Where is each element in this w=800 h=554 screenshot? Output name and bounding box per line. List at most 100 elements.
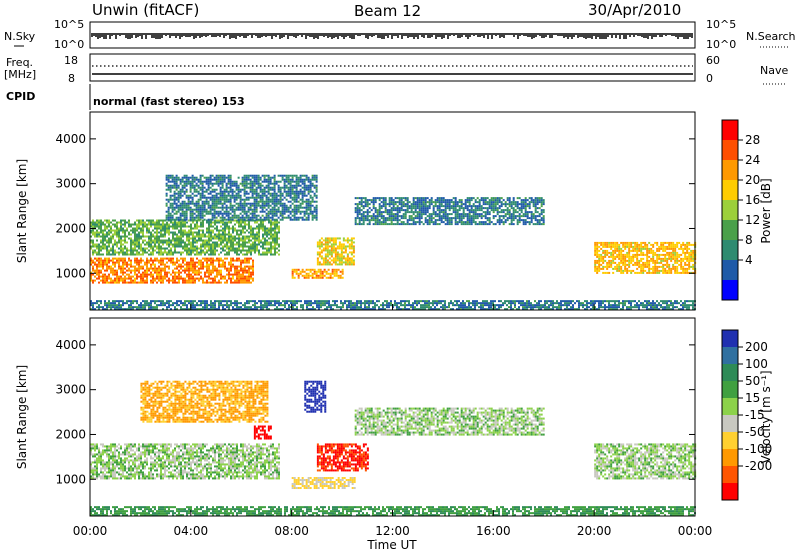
heatmap-cell — [504, 219, 507, 222]
heatmap-cell — [446, 221, 449, 224]
heatmap-cell — [238, 225, 240, 228]
heatmap-cell — [257, 186, 260, 189]
heatmap-cell — [434, 201, 437, 204]
heatmap-cell — [271, 218, 274, 221]
heatmap-cell — [504, 205, 507, 208]
heatmap-cell — [245, 174, 248, 177]
heatmap-cell — [348, 245, 351, 248]
heatmap-cell — [174, 225, 176, 228]
heatmap-cell — [102, 235, 104, 238]
heatmap-cell — [333, 272, 336, 275]
heatmap-cell — [140, 253, 142, 256]
heatmap-cell — [136, 241, 138, 244]
heatmap-cell — [277, 180, 280, 183]
heatmap-cell — [299, 192, 302, 195]
heatmap-cell — [180, 271, 182, 274]
heatmap-cell — [408, 207, 411, 210]
heatmap-cell — [324, 253, 327, 256]
heatmap-cell — [229, 174, 232, 177]
heatmap-cell — [169, 196, 172, 199]
heatmap-cell — [173, 192, 176, 195]
heatmap-cell — [460, 223, 463, 226]
heatmap-cell — [283, 196, 286, 199]
heatmap-cell — [211, 218, 214, 221]
heatmap-cell — [235, 184, 238, 187]
heatmap-cell — [442, 209, 445, 212]
heatmap-cell — [198, 261, 200, 264]
heatmap-cell — [230, 267, 232, 270]
heatmap-cell — [220, 259, 222, 262]
heatmap-cell — [508, 203, 511, 206]
heatmap-cell — [406, 219, 409, 222]
heatmap-cell — [255, 200, 258, 203]
heatmap-cell — [192, 245, 194, 248]
heatmap-cell — [227, 206, 230, 209]
heatmap-cell — [172, 223, 174, 226]
heatmap-cell — [226, 269, 228, 272]
heatmap-cell — [234, 239, 236, 242]
heatmap-cell — [245, 210, 248, 213]
heatmap-cell — [382, 215, 385, 218]
heatmap-cell — [124, 235, 126, 238]
heatmap-cell — [256, 243, 258, 246]
heatmap-cell — [428, 199, 431, 202]
heatmap-cell — [526, 221, 529, 224]
heatmap-cell — [283, 212, 286, 215]
heatmap-cell — [90, 263, 92, 266]
heatmap-cell — [106, 251, 108, 254]
heatmap-cell — [195, 214, 198, 217]
heatmap-cell — [462, 211, 465, 214]
heatmap-cell — [220, 273, 222, 276]
heatmap-cell — [174, 275, 176, 278]
heatmap-cell — [472, 209, 475, 212]
heatmap-cell — [277, 206, 280, 209]
heatmap-cell — [244, 275, 246, 278]
heatmap-cell — [214, 227, 216, 230]
heatmap-cell — [456, 213, 459, 216]
heatmap-cell — [239, 198, 242, 201]
heatmap-cell — [182, 241, 184, 244]
heatmap-cell — [492, 197, 495, 200]
heatmap-cell — [331, 268, 334, 271]
power-heatmap — [90, 174, 697, 311]
heatmap-cell — [184, 277, 186, 280]
heatmap-cell — [173, 212, 176, 215]
heatmap-cell — [223, 212, 226, 215]
heatmap-cell — [251, 202, 254, 205]
heatmap-cell — [287, 200, 290, 203]
heatmap-cell — [260, 239, 262, 242]
heatmap-cell — [522, 221, 525, 224]
heatmap-cell — [171, 208, 174, 211]
heatmap-cell — [420, 211, 423, 214]
heatmap-cell — [204, 275, 206, 278]
heatmap-cell — [346, 253, 349, 256]
heatmap-cell — [297, 210, 300, 213]
heatmap-cell — [448, 219, 451, 222]
heatmap-cell — [384, 211, 387, 214]
heatmap-cell — [520, 219, 523, 222]
heatmap-cell — [167, 208, 170, 211]
heatmap-cell — [260, 225, 262, 228]
heatmap-cell — [165, 174, 168, 177]
heatmap-cell — [396, 207, 399, 210]
heatmap-cell — [160, 231, 162, 234]
heatmap-cell — [448, 223, 451, 226]
heatmap-cell — [213, 210, 216, 213]
heatmap-cell — [323, 274, 326, 277]
heatmap-cell — [223, 178, 226, 181]
heatmap-cell — [400, 215, 403, 218]
heatmap-cell — [305, 194, 308, 197]
heatmap-cell — [114, 233, 116, 236]
heatmap-cell — [514, 201, 517, 204]
heatmap-cell — [142, 251, 144, 254]
heatmap-cell — [612, 271, 615, 274]
heatmap-cell — [492, 205, 495, 208]
heatmap-cell — [178, 237, 180, 240]
heatmap-cell — [438, 211, 441, 214]
heatmap-cell — [183, 176, 186, 179]
heatmap-cell — [178, 221, 180, 224]
heatmap-cell — [232, 227, 234, 230]
heatmap-cell — [118, 263, 120, 266]
heatmap-cell — [293, 190, 296, 193]
heatmap-cell — [390, 219, 393, 222]
